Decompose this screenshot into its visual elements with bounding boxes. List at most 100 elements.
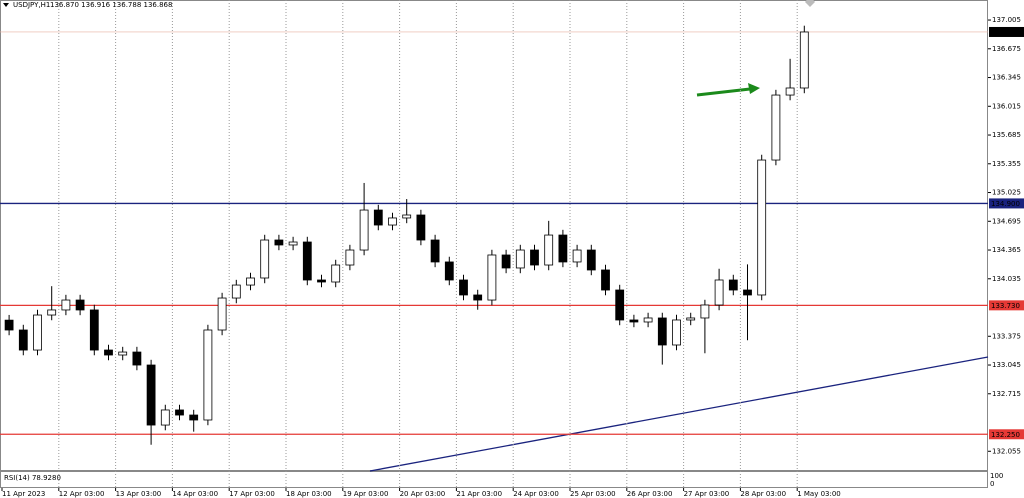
- arrow-shaft: [696, 87, 751, 97]
- candle-body: [61, 299, 71, 311]
- candle-body: [260, 239, 270, 279]
- candle-body: [146, 364, 156, 426]
- candle-body: [572, 249, 582, 263]
- plot: [0, 25, 988, 445]
- candle-body: [33, 314, 42, 351]
- price-label: 136.868: [991, 28, 1020, 36]
- candle-body: [203, 329, 213, 421]
- marker: [805, 0, 815, 7]
- x-tick-label: 11 Apr 2023: [2, 490, 45, 498]
- candle-body: [771, 94, 781, 161]
- x-tick-label: 21 Apr 03:00: [456, 490, 502, 498]
- candle-body: [402, 214, 412, 219]
- indicator-tick-label: 100: [990, 472, 1003, 480]
- candle-body: [132, 351, 142, 366]
- y-tick-label: 132.715: [992, 390, 1021, 398]
- x-tick-label: 13 Apr 03:00: [116, 490, 162, 498]
- price-label: 133.730: [991, 302, 1020, 310]
- candle-body: [331, 264, 341, 283]
- candle-body: [302, 241, 312, 281]
- candle-body: [643, 317, 653, 323]
- grid: [58, 0, 798, 488]
- x-tick-label: 25 Apr 03:00: [570, 490, 616, 498]
- candle-body: [473, 294, 483, 301]
- candle-body: [501, 254, 511, 269]
- x-tick-label: 14 Apr 03:00: [172, 490, 218, 498]
- indicator-label: RSI(14) 78.9280: [4, 474, 61, 482]
- quote: 136.870 136.916 136.788 136.868: [50, 1, 172, 9]
- candle-body: [530, 249, 539, 266]
- x-tick-label: 26 Apr 03:00: [627, 490, 673, 498]
- price-label-box: [989, 300, 1024, 311]
- trendline: [369, 356, 989, 472]
- y-tick-label: 132.055: [992, 447, 1021, 455]
- x-tick-label: 27 Apr 03:00: [684, 490, 730, 498]
- candle-body: [373, 209, 383, 226]
- candle-body: [799, 31, 809, 89]
- y-tick-label: 134.035: [992, 275, 1021, 283]
- candle-body: [89, 309, 99, 351]
- candle-body: [757, 159, 767, 296]
- x-tick-label: 1 May 03:00: [797, 490, 841, 498]
- menu-icon: [3, 3, 9, 7]
- candle-body: [430, 239, 440, 263]
- candle-body: [345, 249, 355, 266]
- x-tick-label: 28 Apr 03:00: [740, 490, 786, 498]
- candle-body: [160, 409, 170, 426]
- candle-body: [217, 297, 227, 331]
- candle-body: [700, 304, 710, 319]
- candle-body: [785, 87, 795, 96]
- candle-body: [672, 319, 681, 346]
- x-tick-label: 20 Apr 03:00: [400, 490, 446, 498]
- candle-body: [75, 299, 85, 311]
- candle-body: [274, 239, 284, 246]
- y-tick-label: 133.045: [992, 361, 1021, 369]
- candle-body: [686, 317, 696, 321]
- candle-body: [175, 409, 184, 416]
- y-tick-label: 136.015: [992, 102, 1021, 110]
- candle-body: [743, 289, 752, 296]
- candle-body: [444, 261, 454, 281]
- candle-body: [189, 414, 199, 421]
- arrow-head: [748, 83, 760, 94]
- candle-body: [728, 279, 738, 291]
- symbol-title: USDJPY,H1: [13, 1, 50, 9]
- candle-body: [359, 209, 369, 251]
- candle-body: [288, 241, 298, 246]
- indicator-tick-label: 0: [990, 480, 994, 488]
- x-tick-label: 18 Apr 03:00: [286, 490, 332, 498]
- candle-body: [459, 279, 468, 296]
- candle-body: [18, 329, 28, 351]
- main-pane-frame: [0, 0, 988, 471]
- price-label: 132.250: [991, 431, 1020, 439]
- candle-body: [558, 234, 568, 263]
- candle-body: [615, 289, 625, 321]
- candle-body: [629, 319, 639, 323]
- candle-body: [657, 317, 667, 346]
- price-label: 134.900: [991, 200, 1020, 208]
- y-tick-label: 135.685: [992, 131, 1021, 139]
- candle-body: [586, 249, 596, 271]
- y-tick-label: 135.025: [992, 189, 1021, 197]
- candle-body: [416, 214, 426, 241]
- axis: 137.005 136.675 136.345 136.015 135.685 135.3…: [1, 16, 1024, 498]
- candle-body: [388, 217, 397, 226]
- y-tick-label: 134.695: [992, 217, 1021, 225]
- y-tick-label: 137.005: [992, 16, 1021, 24]
- candle-body: [544, 234, 554, 266]
- x-tick-label: 19 Apr 03:00: [343, 490, 389, 498]
- candle-body: [246, 277, 255, 286]
- y-tick-label: 136.675: [992, 45, 1021, 53]
- candle-body: [714, 279, 724, 306]
- y-tick-label: 135.355: [992, 160, 1021, 168]
- candle-body: [487, 254, 497, 301]
- candle-body: [104, 349, 113, 356]
- y-tick-label: 136.345: [992, 74, 1021, 82]
- x-tick-label: 17 Apr 03:00: [229, 490, 275, 498]
- candle-body: [601, 269, 610, 291]
- candle-body: [4, 319, 14, 331]
- price-label-box: [989, 198, 1024, 209]
- candle-body: [47, 309, 57, 316]
